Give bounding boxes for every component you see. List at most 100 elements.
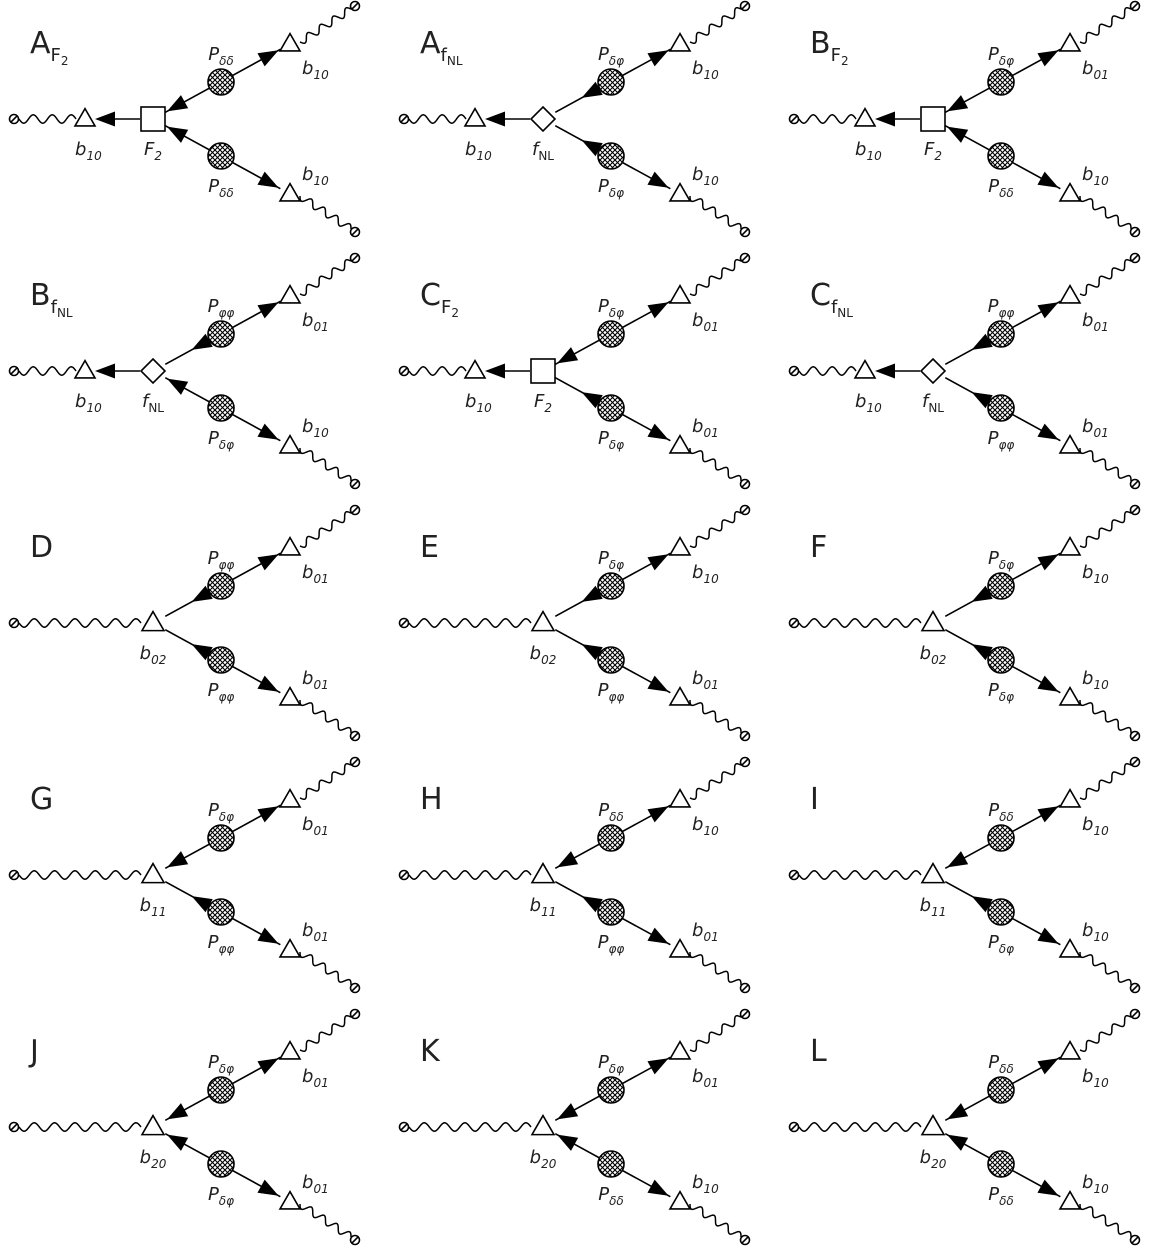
- main-bias-vertex-icon: [920, 1113, 946, 1136]
- bot-bias-label: b01: [302, 668, 329, 692]
- top-outer-arrow-head: [1037, 302, 1059, 319]
- left-external-line: [798, 870, 922, 880]
- bot-bias-label: b10: [1082, 164, 1109, 188]
- left-bias-label: b10: [75, 391, 102, 415]
- left-external-line: [408, 618, 532, 628]
- bot-external-line: [1079, 1203, 1132, 1238]
- bot-outer-arrow-head: [1037, 423, 1059, 440]
- hatched-circle-icon: [987, 572, 1015, 600]
- left-external-line: [408, 870, 532, 880]
- bot-outer-arrow-head: [257, 675, 279, 692]
- top-bias-vertex-icon: [668, 1040, 692, 1060]
- top-inner-arrow-head: [557, 851, 579, 868]
- bot-bias-vertex-icon: [668, 686, 692, 706]
- terminal-slash: [790, 115, 798, 123]
- bot-bias-vertex-icon: [278, 434, 302, 454]
- left-bias-vertex-icon: [463, 359, 487, 379]
- hatched-circle-icon: [987, 898, 1015, 926]
- terminal-slash: [741, 1236, 749, 1244]
- bot-power-spectrum-label: Pφφ: [598, 680, 625, 704]
- left-bias-vertex-icon: [73, 359, 97, 379]
- top-outer-arrow-head: [1037, 554, 1059, 571]
- diagram-title: F: [810, 530, 827, 565]
- top-power-spectrum-label: Pδφ: [598, 44, 624, 68]
- bot-inner-arrow-head: [167, 1134, 189, 1151]
- top-external-line: [689, 1015, 742, 1052]
- top-inner-arrow-head: [557, 1103, 579, 1120]
- diamond-vertex-icon: [919, 357, 947, 385]
- bot-inner-arrow-head: [167, 126, 189, 143]
- vertex-label: F2: [144, 139, 162, 163]
- terminal-slash: [1131, 480, 1139, 488]
- bot-power-spectrum-label: Pφφ: [208, 932, 235, 956]
- top-bias-vertex-icon: [668, 32, 692, 52]
- hatched-circle-icon: [597, 142, 625, 170]
- bot-power-spectrum-label: Pδφ: [208, 428, 234, 452]
- terminal-slash: [741, 254, 749, 262]
- diagram-title: AF2: [30, 26, 69, 68]
- left-external-line: [408, 114, 467, 124]
- bot-bias-vertex-icon: [668, 1190, 692, 1210]
- left-external-line: [798, 1122, 922, 1132]
- terminal-slash: [741, 1010, 749, 1018]
- top-power-spectrum-label: Pδδ: [988, 1052, 1014, 1076]
- terminal-slash: [741, 228, 749, 236]
- bot-outer-arrow-head: [647, 927, 669, 944]
- top-external-line: [299, 7, 352, 44]
- hatched-circle-icon: [207, 824, 235, 852]
- terminal-slash: [351, 1010, 359, 1018]
- top-bias-vertex-icon: [278, 536, 302, 556]
- bot-bias-vertex-icon: [1058, 434, 1082, 454]
- bot-bias-label: b10: [692, 1172, 719, 1196]
- bot-outer-arrow-head: [257, 1179, 279, 1196]
- top-bias-vertex-icon: [1058, 536, 1082, 556]
- bot-power-spectrum-label: Pφφ: [598, 932, 625, 956]
- bot-inner-arrow-head: [947, 126, 969, 143]
- left-external-line: [18, 618, 142, 628]
- left-bias-vertex-icon: [853, 107, 877, 127]
- left-arrow-head: [95, 363, 115, 379]
- left-bias-label: b10: [855, 139, 882, 163]
- terminal-slash: [351, 732, 359, 740]
- hatched-circle-icon: [207, 1150, 235, 1178]
- hatched-circle-icon: [597, 68, 625, 96]
- bot-external-line: [689, 447, 742, 482]
- hatched-circle-icon: [597, 898, 625, 926]
- hatched-circle-icon: [987, 68, 1015, 96]
- top-outer-arrow-head: [1037, 50, 1059, 67]
- top-power-spectrum-label: Pδφ: [208, 800, 234, 824]
- top-power-spectrum-label: Pδδ: [598, 800, 624, 824]
- bot-outer-arrow-head: [647, 1179, 669, 1196]
- terminal-slash: [741, 984, 749, 992]
- top-bias-label: b01: [302, 814, 329, 838]
- top-external-line: [299, 763, 352, 800]
- terminal-slash: [1131, 758, 1139, 766]
- top-power-spectrum-label: Pδφ: [208, 1052, 234, 1076]
- terminal-slash: [10, 367, 18, 375]
- left-external-line: [798, 618, 922, 628]
- terminal-slash: [790, 871, 798, 879]
- diagram-4: BfNL b10 Pφφ b01 Pδφ b10 fNL: [8, 252, 361, 490]
- bot-external-line: [689, 195, 742, 230]
- main-bias-vertex-icon: [920, 609, 946, 632]
- top-outer-arrow-head: [257, 50, 279, 67]
- diamond-vertex-icon: [529, 105, 557, 133]
- main-bias-vertex-icon: [140, 609, 166, 632]
- top-inner-arrow-head: [947, 1103, 969, 1120]
- terminal-slash: [1131, 1236, 1139, 1244]
- bot-outer-arrow-head: [257, 927, 279, 944]
- top-bias-label: b10: [692, 58, 719, 82]
- bot-outer-arrow-head: [1037, 1179, 1059, 1196]
- diagram-title: L: [810, 1034, 827, 1069]
- top-bias-label: b01: [302, 562, 329, 586]
- bot-inner-arrow-head: [971, 644, 993, 661]
- top-external-line: [299, 1015, 352, 1052]
- top-external-line: [299, 511, 352, 548]
- terminal-slash: [351, 2, 359, 10]
- terminal-slash: [400, 1123, 408, 1131]
- vertex-label: b11: [140, 895, 167, 919]
- left-arrow-head: [485, 111, 505, 127]
- bot-inner-arrow-head: [191, 896, 213, 913]
- top-outer-arrow-head: [257, 806, 279, 823]
- top-bias-vertex-icon: [668, 284, 692, 304]
